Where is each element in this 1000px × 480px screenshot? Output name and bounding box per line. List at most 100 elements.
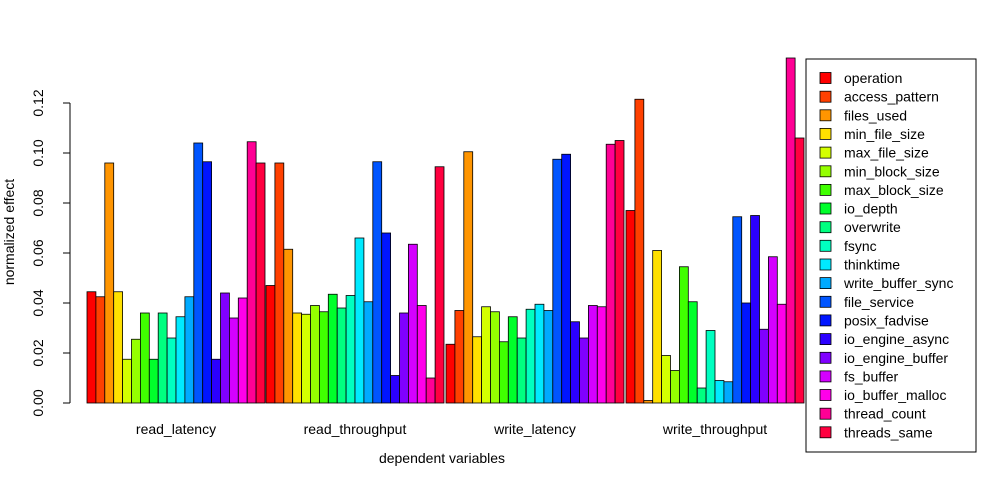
x-tick-label: read_throughput: [304, 421, 407, 437]
legend-swatch: [819, 221, 832, 234]
bar-write_latency-io_engine_async: [570, 321, 580, 404]
bar-read_throughput-access_pattern: [274, 162, 285, 404]
bar-write_throughput-file_service: [732, 216, 743, 404]
bar-read_throughput-fsync: [345, 295, 356, 404]
y-tick-label: 0.10: [30, 139, 46, 166]
bar-read_throughput-thread_count: [425, 377, 436, 404]
y-tick-label: 0.04: [30, 289, 46, 316]
bar-write_latency-thread_count: [605, 143, 616, 404]
bar-read_latency-write_buffer_sync: [184, 296, 195, 404]
bar-read_throughput-io_buffer_malloc: [416, 305, 427, 404]
legend-swatch: [819, 389, 832, 401]
y-axis: 0.00 0.02 0.04 0.06 0.08 0.10 0.12: [30, 89, 71, 417]
legend-swatch: [819, 183, 832, 196]
bar-read_latency-max_block_size: [139, 312, 150, 404]
legend-label: fsync: [844, 238, 877, 254]
legend-label: io_depth: [844, 201, 898, 217]
bar-read_throughput-file_service: [372, 161, 383, 404]
bar-read_latency-fs_buffer: [228, 317, 239, 404]
x-axis-category-labels: read_latency read_throughput write_latency…: [136, 421, 767, 437]
bar-write_latency-files_used: [463, 151, 474, 404]
legend-swatch: [819, 72, 832, 84]
bar-write_latency-io_depth: [507, 316, 518, 404]
y-tick-label: 0.08: [30, 189, 46, 216]
bar-write_throughput-min_file_size: [652, 250, 663, 404]
legend-label: min_block_size: [844, 163, 940, 179]
bar-write_throughput-io_engine_async: [750, 215, 760, 404]
bar-write_latency-max_file_size: [481, 306, 491, 404]
bar-read_latency-min_block_size: [131, 338, 141, 404]
bar-read_latency-files_used: [104, 162, 115, 404]
bar-read_throughput-max_block_size: [318, 311, 329, 404]
bar-write_throughput-max_file_size: [661, 355, 671, 404]
bar-write_latency-min_block_size: [490, 311, 500, 404]
bar-write_latency-io_buffer_malloc: [596, 306, 607, 404]
legend-swatch: [819, 165, 832, 178]
y-tick-label: 0.00: [30, 389, 46, 416]
x-tick-label: write_throughput: [662, 421, 767, 437]
bar-read_latency-overwrite: [157, 312, 168, 404]
legend-label: threads_same: [844, 424, 933, 440]
bar-write_latency-thinktime: [534, 303, 545, 404]
bar-read_latency-posix_fadvise: [202, 161, 212, 404]
legend-label: write_buffer_sync: [843, 275, 953, 291]
bar-write_latency-overwrite: [516, 337, 527, 404]
bar-write_latency-max_block_size: [498, 341, 509, 404]
x-tick-label: read_latency: [136, 421, 216, 437]
bar-read_latency-fsync: [166, 337, 177, 404]
bar-write_latency-fsync: [525, 308, 536, 404]
legend-label: io_engine_buffer: [844, 350, 948, 366]
legend-label: io_engine_async: [844, 331, 949, 347]
legend-swatch: [819, 314, 832, 327]
legend-swatch: [819, 333, 832, 346]
legend-label: overwrite: [844, 219, 901, 235]
x-axis-label: dependent variables: [379, 450, 505, 466]
legend-label: fs_buffer: [844, 368, 899, 384]
bar-write_throughput-fs_buffer: [768, 256, 778, 404]
bar-read_latency-file_service: [193, 142, 204, 404]
bar-write_latency-operation: [445, 343, 456, 404]
bar-read_throughput-write_buffer_sync: [363, 301, 374, 404]
bar-write_latency-file_service: [552, 158, 563, 404]
bar-read_latency-io_depth: [148, 358, 159, 404]
legend-swatch: [819, 426, 832, 439]
bar-write_throughput-write_buffer_sync: [723, 381, 734, 404]
bar-read_latency-io_engine_buffer: [220, 292, 230, 404]
legend-label: min_file_size: [844, 126, 925, 142]
bar-write_throughput-io_depth: [687, 301, 698, 404]
bar-write_throughput-overwrite: [696, 387, 707, 404]
bar-read_latency-io_buffer_malloc: [237, 297, 248, 404]
bar-read_latency-min_file_size: [113, 291, 123, 404]
bars-group: [86, 57, 805, 404]
bar-write_latency-write_buffer_sync: [543, 310, 554, 404]
legend-label: posix_fadvise: [844, 312, 929, 328]
bar-read_throughput-posix_fadvise: [381, 232, 392, 404]
bar-write_latency-min_file_size: [472, 336, 483, 404]
legend-label: max_file_size: [844, 145, 929, 161]
legend-swatch: [819, 146, 832, 159]
legend-label: thinktime: [844, 257, 900, 273]
legend-label: operation: [844, 70, 902, 86]
bar-read_throughput-io_engine_buffer: [399, 312, 409, 404]
y-tick-label: 0.06: [30, 239, 46, 266]
legend-swatch: [819, 90, 832, 103]
bar-read_latency-thinktime: [175, 316, 186, 404]
bar-read_throughput-min_block_size: [310, 305, 320, 404]
bar-read_throughput-io_engine_async: [390, 375, 400, 404]
legend-swatch: [819, 407, 832, 420]
legend-swatch: [819, 351, 832, 364]
bar-write_throughput-io_engine_buffer: [759, 328, 769, 404]
bar-write_throughput-thread_count: [785, 57, 796, 404]
bar-read_throughput-max_file_size: [301, 313, 311, 404]
bar-read_throughput-fs_buffer: [407, 243, 418, 404]
bar-read_latency-thread_count: [246, 141, 257, 404]
legend-label: thread_count: [844, 406, 926, 422]
legend-frame: [805, 58, 977, 453]
bar-write_throughput-fsync: [705, 330, 716, 404]
legend-swatch: [819, 202, 832, 215]
legend-swatch: [819, 277, 832, 290]
legend-label: max_block_size: [844, 182, 944, 198]
bar-read_throughput-threads_same: [434, 166, 445, 404]
x-tick-label: write_latency: [493, 421, 576, 437]
bar-write_throughput-min_block_size: [670, 370, 680, 404]
